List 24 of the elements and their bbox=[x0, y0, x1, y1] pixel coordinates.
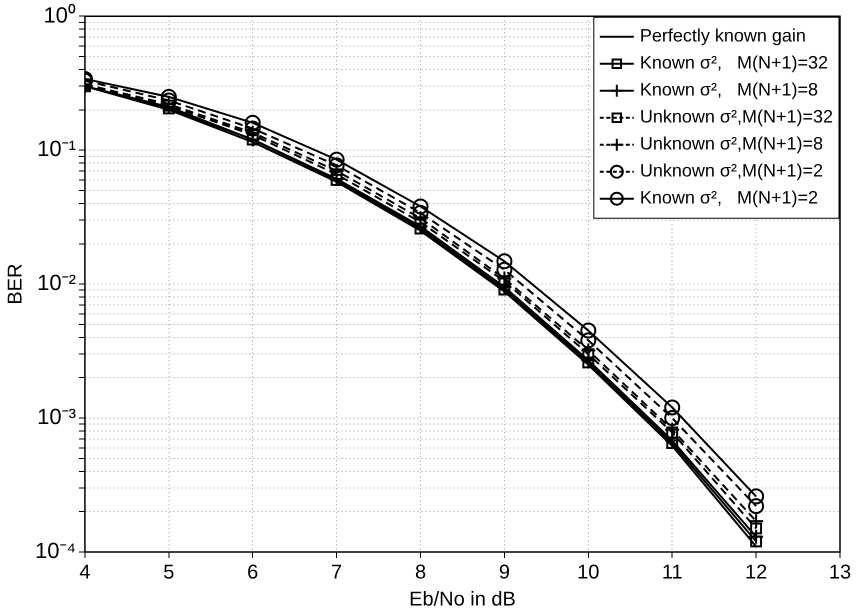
x-tick-label: 4 bbox=[79, 562, 90, 584]
y-tick-label: 10⁰ bbox=[43, 2, 76, 28]
x-tick-label: 12 bbox=[744, 562, 768, 584]
x-tick-label: 11 bbox=[662, 562, 683, 584]
legend-label: Unknown σ²,M(N+1)=32 bbox=[640, 106, 834, 127]
x-tick-label: 13 bbox=[828, 562, 852, 584]
legend-label: Unknown σ²,M(N+1)=8 bbox=[640, 134, 824, 154]
y-tick-label: 10⁻² bbox=[37, 270, 76, 296]
legend-label: Unknown σ²,M(N+1)=2 bbox=[640, 160, 824, 181]
y-tick-label: 10⁻³ bbox=[37, 404, 76, 430]
x-tick-label: 5 bbox=[163, 562, 174, 584]
y-tick-label: 10⁻¹ bbox=[37, 136, 76, 162]
y-tick-label: 10⁻⁴ bbox=[34, 538, 76, 564]
x-axis-title: Eb/No in dB bbox=[409, 588, 516, 611]
x-tick-label: 10 bbox=[577, 562, 600, 584]
x-tick-label: 8 bbox=[414, 562, 426, 584]
x-tick-label: 7 bbox=[331, 562, 342, 584]
legend-label: Known σ², M(N+1)=32 bbox=[640, 52, 828, 73]
legend-label: Known σ², M(N+1)=2 bbox=[640, 188, 818, 208]
legend-label: Known σ², M(N+1)=8 bbox=[640, 80, 818, 100]
x-tick-label: 6 bbox=[247, 562, 258, 584]
legend-label: Perfectly known gain bbox=[640, 26, 806, 46]
y-axis-title: BER bbox=[4, 264, 27, 305]
x-tick-label: 9 bbox=[498, 562, 510, 584]
